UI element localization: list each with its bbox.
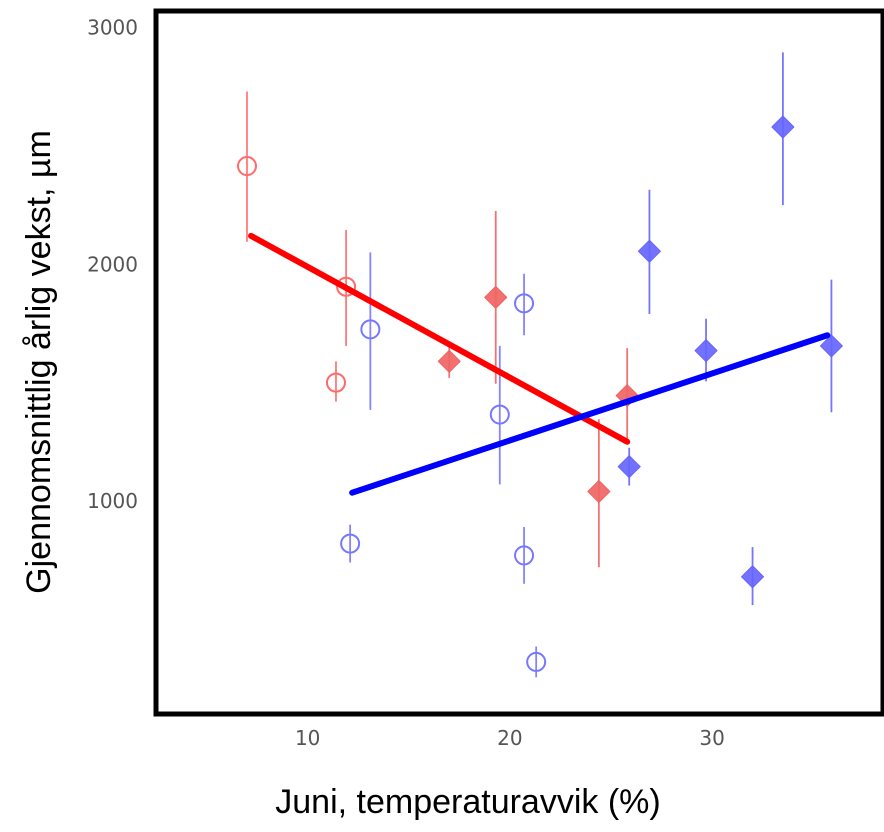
trend-line — [349, 332, 831, 496]
data-point — [489, 404, 510, 425]
y-tick-label: 1000 — [87, 489, 138, 513]
x-tick-label: 10 — [295, 726, 320, 750]
x-tick-label: 20 — [497, 726, 522, 750]
data-point — [325, 372, 346, 393]
trend-line — [248, 232, 631, 445]
data-point — [617, 455, 641, 479]
y-tick-label: 3000 — [87, 16, 138, 40]
points-layer — [237, 115, 843, 672]
data-point — [360, 319, 381, 340]
x-axis-title: Juni, temperaturavvik (%) — [275, 783, 660, 821]
data-point — [340, 533, 361, 554]
trend-lines-layer — [248, 232, 831, 496]
data-point — [637, 239, 661, 263]
data-point — [694, 339, 718, 363]
y-axis-title: Gjennomsnittlig årlig vekst, µm — [20, 130, 58, 594]
x-tick-label: 30 — [699, 726, 724, 750]
data-point — [484, 285, 508, 309]
plot-frame — [153, 8, 884, 717]
data-point — [514, 293, 535, 314]
data-point — [437, 349, 461, 373]
data-point — [237, 156, 257, 177]
data-point — [771, 115, 795, 139]
data-point — [526, 651, 547, 672]
data-point — [336, 276, 357, 297]
data-point — [819, 334, 843, 358]
data-point — [514, 545, 535, 566]
axes-layer — [153, 8, 884, 717]
y-tick-label: 2000 — [87, 252, 138, 276]
tick-labels-layer: 10 20 30 1000 2000 3000 — [87, 16, 725, 750]
data-point — [741, 565, 765, 589]
data-point — [587, 480, 611, 504]
